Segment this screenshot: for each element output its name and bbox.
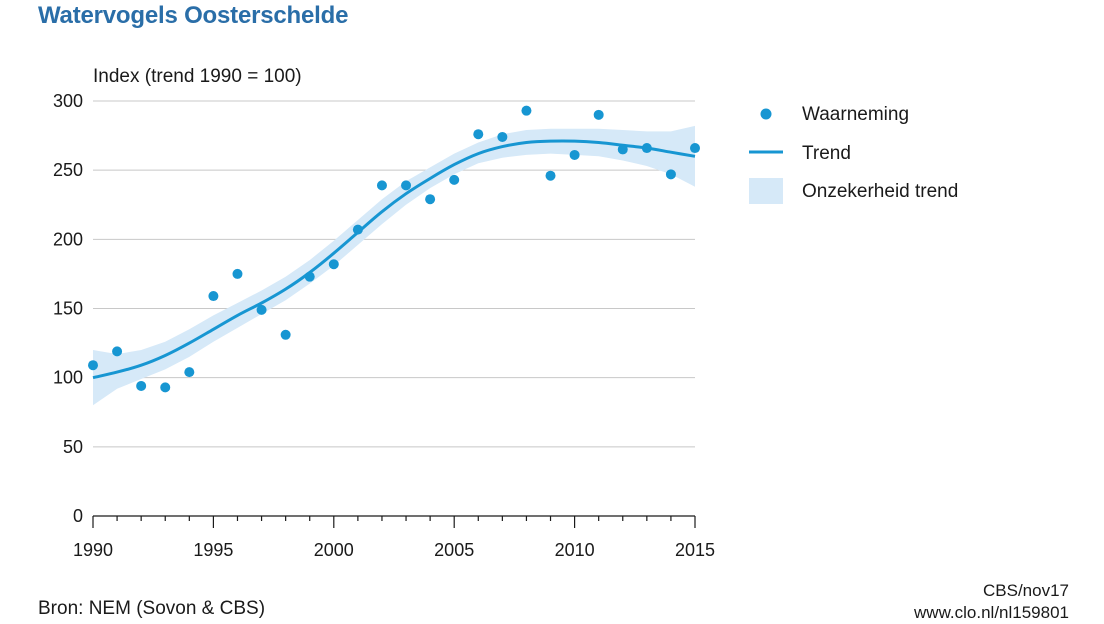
credit-block: CBS/nov17 www.clo.nl/nl159801	[914, 580, 1069, 624]
y-tick-label-250: 250	[53, 160, 83, 180]
data-point-2004	[425, 194, 436, 205]
data-point-1996	[232, 268, 243, 279]
data-point-1995	[208, 291, 219, 302]
data-point-2010	[569, 149, 580, 160]
x-tick-label-1995: 1995	[193, 540, 233, 560]
source-note: Bron: NEM (Sovon & CBS)	[38, 598, 266, 619]
x-tick-label-2015: 2015	[675, 540, 715, 560]
x-tick-label-2010: 2010	[555, 540, 595, 560]
y-tick-label-300: 300	[53, 91, 83, 111]
data-point-2002	[376, 180, 387, 191]
chart-title: Watervogels Oosterschelde	[38, 2, 349, 29]
data-point-1997	[256, 304, 267, 315]
y-tick-label-150: 150	[53, 299, 83, 319]
legend-point-marker	[760, 108, 772, 120]
x-tick-label-1990: 1990	[73, 540, 113, 560]
data-point-2001	[352, 224, 363, 235]
x-tick-label-2000: 2000	[314, 540, 354, 560]
data-point-1993	[160, 382, 171, 393]
trend-line	[92, 139, 696, 380]
data-point-1999	[304, 271, 315, 282]
legend-label-trend: Trend	[802, 143, 851, 164]
trend-line-layer	[92, 139, 696, 380]
credit-url: www.clo.nl/nl159801	[914, 603, 1069, 622]
gridlines	[93, 100, 695, 448]
data-point-1992	[136, 380, 147, 391]
data-point-2012	[617, 144, 628, 155]
axes: 0 50 100 150 200 250 300 1990 1995 2000 2005 2010 20…	[53, 91, 715, 560]
data-point-2009	[545, 170, 556, 181]
data-point-2005	[449, 174, 460, 185]
legend-label-onzekerheid: Onzekerheid trend	[802, 181, 958, 202]
y-tick-label-200: 200	[53, 229, 83, 249]
data-point-1990	[88, 360, 98, 371]
data-point-2000	[328, 259, 339, 270]
y-tick-label-100: 100	[53, 368, 83, 388]
data-point-1998	[280, 329, 291, 340]
data-point-2015	[690, 143, 700, 154]
uncertainty-band-layer	[93, 125, 695, 406]
data-point-1991	[112, 346, 123, 357]
data-point-2013	[641, 143, 652, 154]
data-point-2008	[521, 105, 532, 116]
data-point-2014	[665, 169, 676, 180]
data-point-2007	[497, 131, 508, 142]
legend-band-swatch	[749, 178, 783, 204]
legend: Waarneming Trend Onzekerheid trend	[749, 104, 958, 204]
data-point-2006	[473, 129, 484, 140]
data-point-2003	[401, 180, 412, 191]
y-tick-label-50: 50	[63, 437, 83, 457]
y-tick-label-0: 0	[73, 506, 83, 526]
legend-label-waarneming: Waarneming	[802, 104, 909, 125]
credit-date: CBS/nov17	[983, 581, 1069, 600]
y-axis-label: Index (trend 1990 = 100)	[93, 66, 302, 87]
observation-points-layer	[88, 105, 700, 393]
x-tick-label-2005: 2005	[434, 540, 474, 560]
uncertainty-band	[93, 125, 695, 406]
data-point-2011	[593, 109, 604, 120]
data-point-1994	[184, 367, 195, 378]
